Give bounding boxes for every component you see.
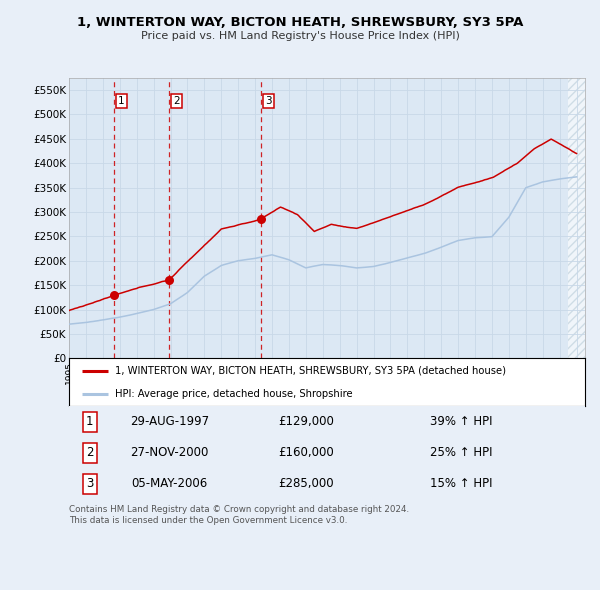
Text: Price paid vs. HM Land Registry's House Price Index (HPI): Price paid vs. HM Land Registry's House … — [140, 31, 460, 41]
Text: Contains HM Land Registry data © Crown copyright and database right 2024.
This d: Contains HM Land Registry data © Crown c… — [69, 506, 409, 525]
Text: 1, WINTERTON WAY, BICTON HEATH, SHREWSBURY, SY3 5PA (detached house): 1, WINTERTON WAY, BICTON HEATH, SHREWSBU… — [115, 366, 506, 376]
Text: 25% ↑ HPI: 25% ↑ HPI — [430, 446, 493, 459]
Text: 1, WINTERTON WAY, BICTON HEATH, SHREWSBURY, SY3 5PA: 1, WINTERTON WAY, BICTON HEATH, SHREWSBU… — [77, 16, 523, 29]
Text: 39% ↑ HPI: 39% ↑ HPI — [430, 415, 493, 428]
Text: £285,000: £285,000 — [278, 477, 334, 490]
Text: 3: 3 — [265, 96, 272, 106]
Text: 1: 1 — [86, 415, 94, 428]
Text: £160,000: £160,000 — [278, 446, 334, 459]
Text: 1: 1 — [118, 96, 125, 106]
Text: 3: 3 — [86, 477, 94, 490]
Text: 05-MAY-2006: 05-MAY-2006 — [131, 477, 208, 490]
Text: £129,000: £129,000 — [278, 415, 334, 428]
Text: 27-NOV-2000: 27-NOV-2000 — [130, 446, 209, 459]
Text: 15% ↑ HPI: 15% ↑ HPI — [430, 477, 493, 490]
Text: 2: 2 — [173, 96, 180, 106]
Text: 2: 2 — [86, 446, 94, 459]
Text: 29-AUG-1997: 29-AUG-1997 — [130, 415, 209, 428]
Text: HPI: Average price, detached house, Shropshire: HPI: Average price, detached house, Shro… — [115, 389, 353, 399]
